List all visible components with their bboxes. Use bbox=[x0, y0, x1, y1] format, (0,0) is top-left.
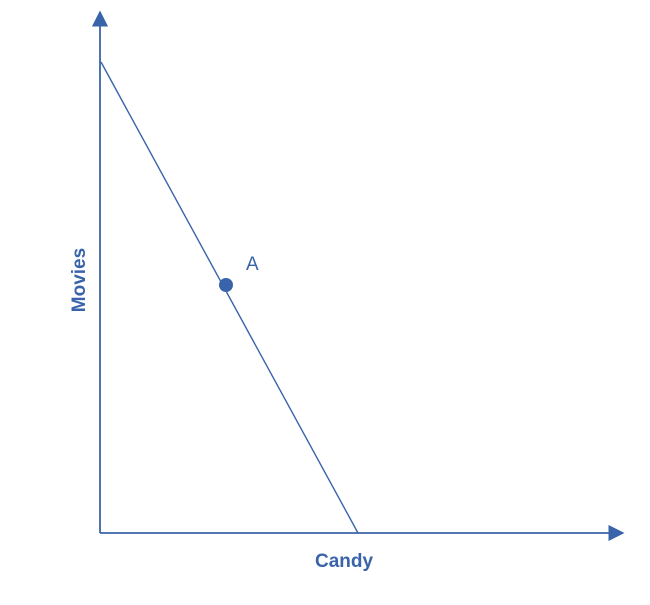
y-axis-label: Movies bbox=[69, 245, 91, 315]
x-axis-label: Candy bbox=[315, 551, 373, 573]
chart-svg bbox=[0, 0, 650, 600]
point-a-label: A bbox=[246, 254, 259, 276]
budget-constraint-chart: Movies Candy A bbox=[0, 0, 650, 600]
